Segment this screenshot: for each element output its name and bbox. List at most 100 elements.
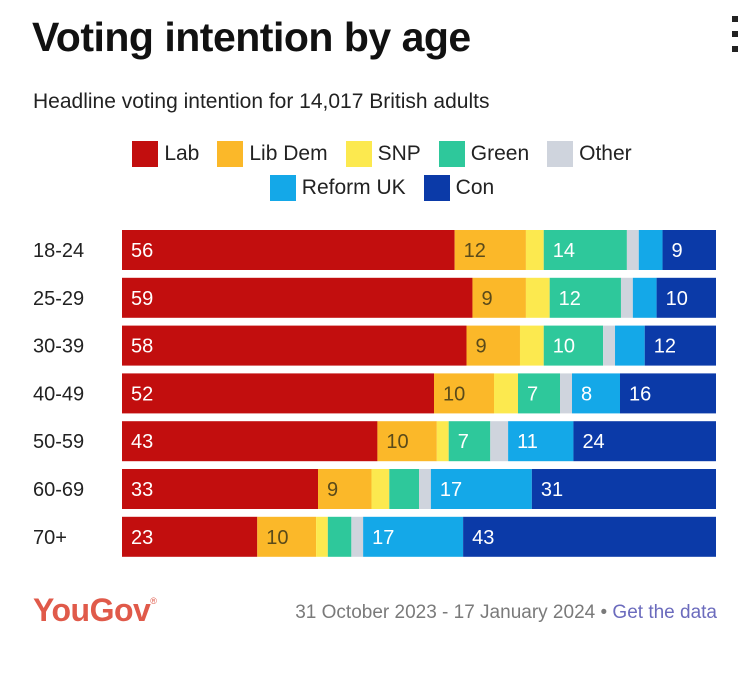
bar-value-label: 10	[443, 383, 465, 405]
legend-item-other: Other	[547, 140, 632, 168]
bar-segment-snp	[525, 230, 544, 270]
bar-segment-other	[626, 230, 639, 270]
bar-segment-lib-dem	[454, 230, 526, 270]
bar-segment-reform-uk	[430, 469, 532, 509]
bar-value-label: 43	[131, 431, 153, 453]
bar-segment-snp	[371, 469, 390, 509]
bar-segment-other	[419, 469, 431, 509]
bar-value-label: 12	[654, 336, 676, 358]
bar-segment-lab	[122, 373, 434, 414]
bar-segment-reform-uk	[615, 325, 645, 366]
legend-item-con: Con	[423, 174, 495, 202]
age-group-label: 50-59	[33, 431, 84, 453]
bar-segment-snp	[316, 516, 328, 557]
yougov-logo: YouGov®	[33, 592, 157, 628]
legend-swatch	[217, 141, 244, 167]
bar-value-label: 10	[553, 336, 575, 358]
legend-swatch	[345, 141, 372, 167]
bar-value-label: 24	[582, 431, 604, 453]
bar-value-label: 7	[527, 383, 538, 405]
bar-value-label: 9	[672, 240, 683, 262]
bar-segment-lib-dem	[472, 277, 526, 318]
bar-value-label: 14	[553, 240, 575, 262]
bar-segment-reform-uk	[508, 421, 574, 462]
bar-value-label: 43	[472, 527, 494, 549]
bar-segment-con	[463, 516, 716, 557]
bar-segment-lab	[122, 469, 319, 509]
chart-subtitle: Headline voting intention for 14,017 Bri…	[33, 90, 490, 113]
bar-value-label: 17	[372, 527, 394, 549]
get-the-data-link[interactable]: Get the data	[612, 602, 717, 623]
bar-segment-green	[543, 230, 627, 270]
bar-value-label: 8	[581, 383, 592, 405]
bar-segment-lib-dem	[466, 325, 520, 366]
legend-label: Con	[455, 176, 495, 199]
legend-label: Other	[579, 142, 632, 165]
vertical-dots-icon[interactable]	[728, 14, 742, 54]
legend-item-lib-dem: Lib Dem	[217, 140, 328, 168]
age-group-label: 70+	[33, 527, 67, 549]
legend-swatch	[423, 175, 450, 201]
legend-item-reform-uk: Reform UK	[269, 174, 406, 202]
separator: •	[600, 602, 608, 623]
bar-segment-lab	[122, 325, 467, 366]
bar-segment-snp	[525, 277, 550, 318]
bar-segment-other	[490, 421, 509, 462]
bar-value-label: 11	[517, 431, 538, 453]
age-group-label: 18-24	[33, 240, 84, 262]
legend-swatch	[132, 141, 159, 167]
bar-value-label: 17	[440, 479, 462, 501]
bar-segment-green	[543, 325, 604, 366]
bar-segment-other	[560, 373, 572, 414]
legend-item-lab: Lab	[132, 140, 199, 168]
bar-segment-green	[327, 516, 352, 557]
bar-value-label: 10	[386, 431, 408, 453]
bar-segment-con	[656, 277, 716, 318]
bar-value-label: 12	[464, 240, 486, 262]
bar-segment-lab	[122, 516, 258, 557]
bar-value-label: 9	[327, 479, 338, 501]
bar-value-label: 9	[481, 288, 492, 310]
bar-segment-green	[448, 421, 491, 462]
legend-swatch	[547, 141, 574, 167]
bar-value-label: 12	[559, 288, 581, 310]
chart-legend: Lab Lib Dem SNP Green Other Reform UK Con	[82, 140, 682, 202]
legend-label: Reform UK	[301, 176, 406, 199]
bar-segment-lib-dem	[434, 373, 494, 414]
bar-segment-snp	[436, 421, 449, 462]
bar-segment-lib-dem	[257, 516, 317, 557]
age-group-label: 25-29	[33, 288, 84, 310]
bar-value-label: 59	[131, 288, 153, 310]
bar-value-label: 16	[629, 383, 651, 405]
legend-item-snp: SNP	[345, 140, 421, 168]
legend-item-green: Green	[438, 140, 530, 168]
legend-label: SNP	[377, 142, 421, 165]
bar-value-label: 52	[131, 383, 153, 405]
bar-segment-lib-dem	[377, 421, 437, 462]
bar-value-label: 9	[476, 336, 487, 358]
bar-segment-green	[389, 469, 419, 509]
bar-segment-con	[573, 421, 716, 462]
bar-segment-con	[662, 230, 716, 270]
bar-value-label: 31	[541, 479, 563, 501]
bar-segment-lab	[122, 230, 455, 270]
bar-segment-con	[531, 469, 716, 509]
bar-segment-reform-uk	[572, 373, 620, 414]
legend-label: Green	[470, 142, 530, 165]
age-group-label: 40-49	[33, 383, 84, 405]
bar-segment-snp	[494, 373, 518, 414]
bar-value-label: 56	[131, 240, 153, 262]
bar-segment-con	[620, 373, 716, 414]
bar-segment-lab	[122, 277, 473, 318]
date-range: 31 October 2023 - 17 January 2024	[295, 602, 596, 623]
bar-value-label: 10	[666, 288, 688, 310]
chart-title: Voting intention by age	[32, 14, 471, 60]
bar-segment-lab	[122, 421, 378, 462]
bar-segment-reform-uk	[363, 516, 464, 557]
bar-value-label: 10	[266, 527, 288, 549]
bar-segment-snp	[519, 325, 544, 366]
bar-value-label: 7	[458, 431, 469, 453]
age-group-label: 30-39	[33, 336, 84, 358]
stacked-bar-chart: 18-24 56 12 14 9 25-29 59 9 12 10 30-39 58 9 10 12 40-4…	[33, 230, 716, 557]
legend-swatch	[269, 175, 296, 201]
